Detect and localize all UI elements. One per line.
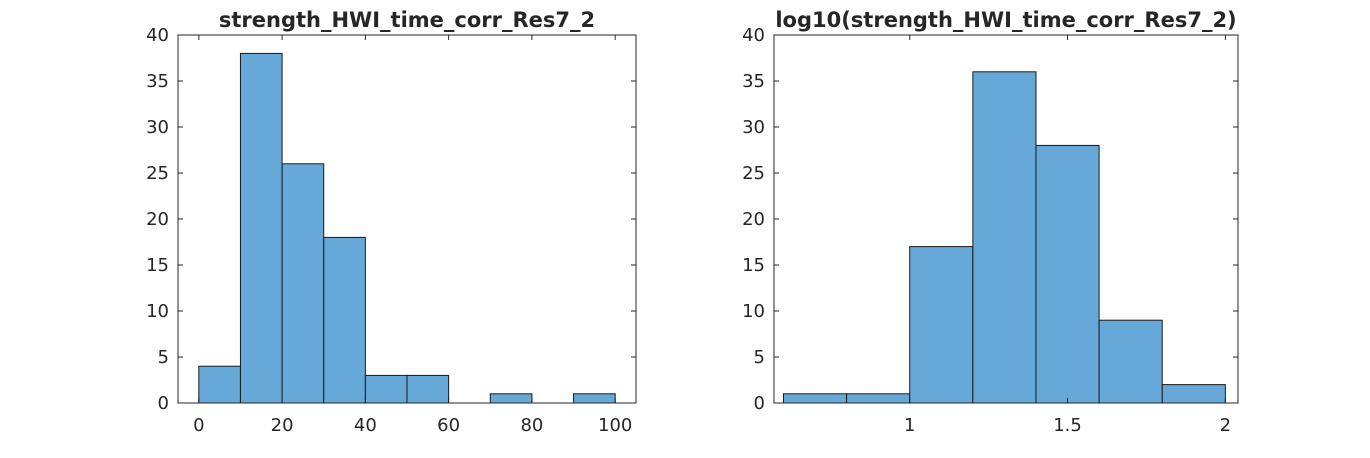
y-tick-label: 35 xyxy=(146,71,169,92)
histogram-bar xyxy=(323,236,366,404)
histogram-bar xyxy=(1035,144,1100,404)
y-tick-label: 30 xyxy=(742,117,765,138)
y-tick-label: 40 xyxy=(146,25,169,46)
x-tick-label: 40 xyxy=(354,415,377,436)
histogram-bar xyxy=(489,393,533,404)
x-tick-label: 80 xyxy=(520,415,543,436)
x-tick-label: 0 xyxy=(193,415,204,436)
histogram-bar xyxy=(406,374,450,404)
histogram-bar xyxy=(1161,384,1226,404)
histogram-bar xyxy=(198,365,241,404)
histogram-bar xyxy=(1098,319,1163,404)
left-histogram: 0 5 10 15 20 25 30 35 40 0 20 40 60 80 100 strength_HWI… xyxy=(146,8,637,436)
histogram-bar xyxy=(909,246,974,404)
y-tick-label: 10 xyxy=(146,301,169,322)
histogram-bar xyxy=(239,52,283,404)
y-tick-label: 30 xyxy=(146,117,169,138)
histogram-bar xyxy=(972,71,1037,404)
x-tick-label: 60 xyxy=(437,415,460,436)
histogram-bar xyxy=(281,163,325,404)
histogram-bar xyxy=(573,393,616,404)
y-tick-label: 0 xyxy=(158,393,169,414)
x-tick-label: 1 xyxy=(904,415,915,436)
y-tick-label: 10 xyxy=(742,301,765,322)
y-tick-label: 0 xyxy=(754,393,765,414)
y-tick-label: 5 xyxy=(158,347,169,368)
histogram-bar xyxy=(364,374,408,404)
y-tick-label: 25 xyxy=(146,163,169,184)
y-tick-label: 15 xyxy=(742,255,765,276)
x-tick-label: 100 xyxy=(598,415,632,436)
x-tick-label: 2 xyxy=(1220,415,1231,436)
x-tick-label: 1.5 xyxy=(1053,415,1082,436)
right-histogram: 0 5 10 15 20 25 30 35 40 1 1.5 2 log10(strength_HWI_… xyxy=(742,8,1239,436)
x-tick-label: 20 xyxy=(271,415,294,436)
y-tick-label: 35 xyxy=(742,71,765,92)
histogram-bar xyxy=(782,393,848,404)
y-tick-label: 25 xyxy=(742,163,765,184)
y-tick-label: 40 xyxy=(742,25,765,46)
y-tick-label: 20 xyxy=(146,209,169,230)
y-tick-label: 20 xyxy=(742,209,765,230)
y-tick-label: 15 xyxy=(146,255,169,276)
chart-title: strength_HWI_time_corr_Res7_2 xyxy=(219,8,595,32)
histogram-bar xyxy=(846,393,911,404)
y-tick-label: 5 xyxy=(754,347,765,368)
chart-title: log10(strength_HWI_time_corr_Res7_2) xyxy=(775,8,1236,32)
